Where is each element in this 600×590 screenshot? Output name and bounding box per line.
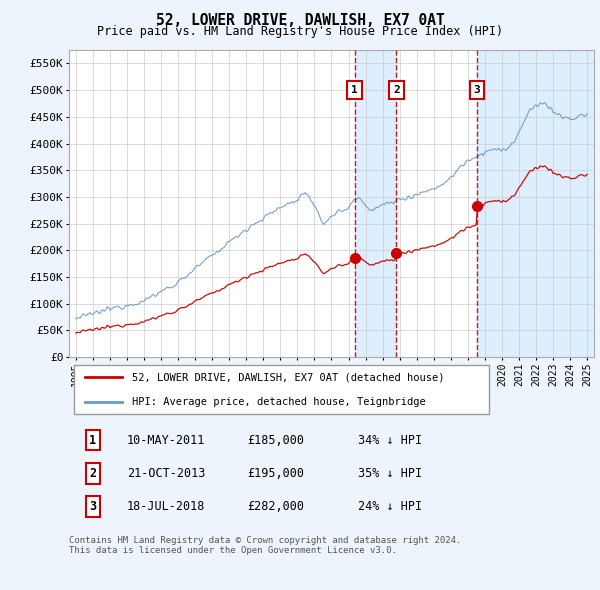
Text: HPI: Average price, detached house, Teignbridge: HPI: Average price, detached house, Teig… <box>132 396 426 407</box>
Text: 24% ↓ HPI: 24% ↓ HPI <box>358 500 422 513</box>
Text: 52, LOWER DRIVE, DAWLISH, EX7 0AT: 52, LOWER DRIVE, DAWLISH, EX7 0AT <box>155 13 445 28</box>
Text: 35% ↓ HPI: 35% ↓ HPI <box>358 467 422 480</box>
Bar <box>477 50 594 357</box>
Text: 52, LOWER DRIVE, DAWLISH, EX7 0AT (detached house): 52, LOWER DRIVE, DAWLISH, EX7 0AT (detac… <box>132 372 445 382</box>
Text: 1: 1 <box>89 434 96 447</box>
Text: Price paid vs. HM Land Registry's House Price Index (HPI): Price paid vs. HM Land Registry's House … <box>97 25 503 38</box>
Text: £185,000: £185,000 <box>248 434 305 447</box>
Text: £282,000: £282,000 <box>248 500 305 513</box>
Text: 10-MAY-2011: 10-MAY-2011 <box>127 434 205 447</box>
Text: 2: 2 <box>89 467 96 480</box>
Text: 3: 3 <box>89 500 96 513</box>
Text: 18-JUL-2018: 18-JUL-2018 <box>127 500 205 513</box>
Text: 34% ↓ HPI: 34% ↓ HPI <box>358 434 422 447</box>
Text: Contains HM Land Registry data © Crown copyright and database right 2024.
This d: Contains HM Land Registry data © Crown c… <box>69 536 461 555</box>
Text: 2: 2 <box>393 85 400 95</box>
Bar <box>355 50 397 357</box>
Text: £195,000: £195,000 <box>248 467 305 480</box>
Text: 21-OCT-2013: 21-OCT-2013 <box>127 467 205 480</box>
Text: 1: 1 <box>352 85 358 95</box>
FancyBboxPatch shape <box>74 365 489 414</box>
Text: 3: 3 <box>473 85 481 95</box>
